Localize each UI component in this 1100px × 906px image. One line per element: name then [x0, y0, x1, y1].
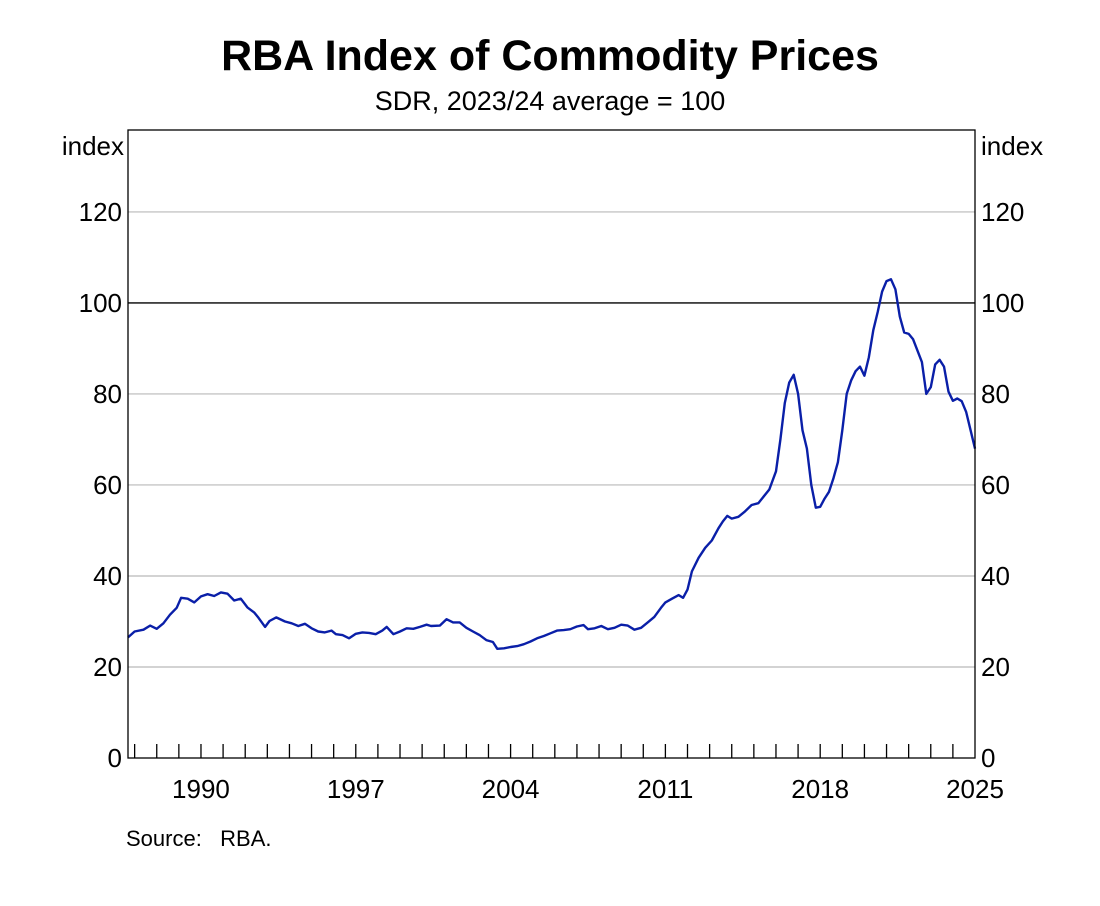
x-tick-label-2011: 2011 [637, 774, 693, 804]
y-tick-label-right-100: 100 [981, 288, 1024, 318]
chart-title: RBA Index of Commodity Prices [221, 32, 879, 80]
x-tick-label-1997: 1997 [327, 774, 385, 804]
x-tick-label-2025: 2025 [946, 774, 1004, 804]
y-axis-label-right: index [981, 131, 1043, 161]
source-note: Source: RBA. [126, 826, 272, 851]
series-group [127, 278, 977, 650]
series-line-0 [127, 278, 977, 650]
x-tick-label-2018: 2018 [791, 774, 849, 804]
y-tick-label-left-80: 80 [93, 379, 122, 409]
y-tick-label-left-100: 100 [79, 288, 122, 318]
y-tick-label-left-120: 120 [79, 197, 122, 227]
y-axis-label-left: index [62, 131, 124, 161]
y-tick-label-right-80: 80 [981, 379, 1010, 409]
y-tick-label-left-40: 40 [93, 561, 122, 591]
y-tick-label-right-20: 20 [981, 652, 1010, 682]
y-tick-label-right-120: 120 [981, 197, 1024, 227]
chart-subtitle: SDR, 2023/24 average = 100 [374, 86, 726, 116]
y-tick-label-left-20: 20 [93, 652, 122, 682]
x-axis-ticks [133, 744, 954, 758]
axis-labels: 0 0 20 20 40 40 60 60 80 80 100 100 120 120 1990 1997 20… [79, 197, 1025, 804]
plot-frame [127, 129, 976, 759]
y-tick-label-right-0: 0 [981, 743, 995, 773]
y-tick-label-right-40: 40 [981, 561, 1010, 591]
x-tick-label-2004: 2004 [482, 774, 540, 804]
y-tick-label-left-0: 0 [108, 743, 122, 773]
x-tick-label-1990: 1990 [172, 774, 230, 804]
y-tick-label-right-60: 60 [981, 470, 1010, 500]
grid-lines [128, 211, 975, 668]
y-tick-label-left-60: 60 [93, 470, 122, 500]
